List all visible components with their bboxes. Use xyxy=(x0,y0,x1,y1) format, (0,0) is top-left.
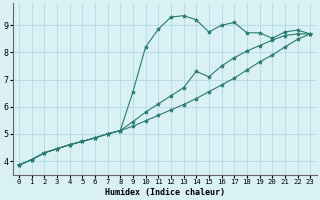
X-axis label: Humidex (Indice chaleur): Humidex (Indice chaleur) xyxy=(105,188,225,197)
